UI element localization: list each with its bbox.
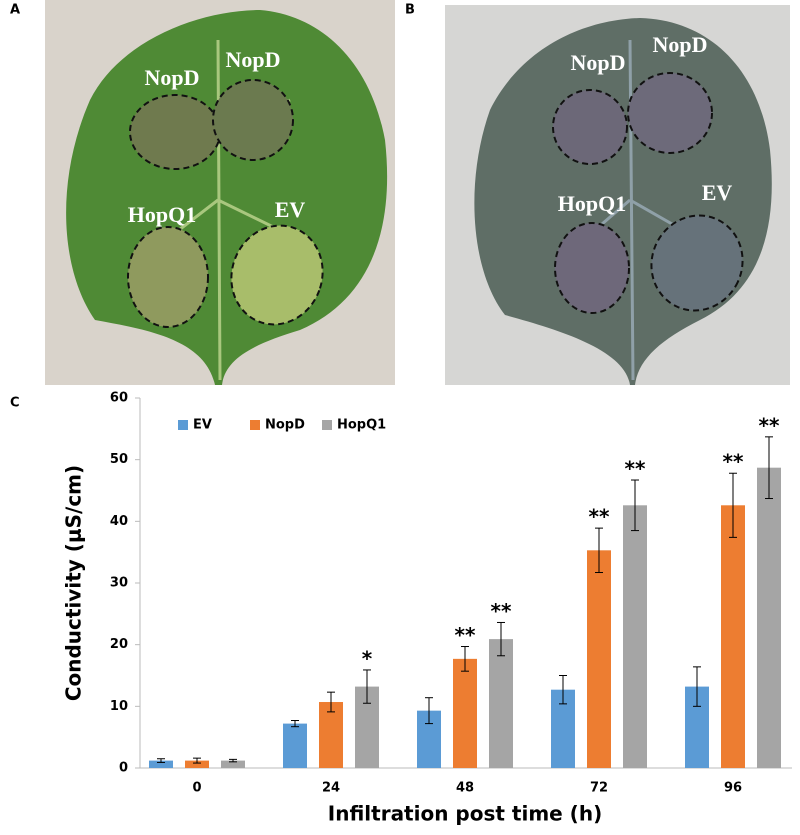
spot-label: HopQ1	[128, 202, 196, 227]
significance-label: **	[723, 450, 744, 474]
spot-label: NopD	[144, 65, 199, 90]
bar	[721, 505, 745, 768]
significance-label: *	[362, 646, 373, 670]
panel-label: C	[10, 396, 20, 411]
x-tick-label: 24	[322, 781, 340, 796]
panel-label: A	[10, 3, 20, 18]
x-tick-label: 48	[456, 781, 474, 796]
spot-label: HopQ1	[558, 191, 626, 216]
spot-label: NopD	[225, 47, 280, 72]
legend-swatch	[178, 420, 188, 430]
bar	[623, 505, 647, 768]
bar	[757, 467, 781, 768]
bar	[185, 760, 209, 768]
spot-label: EV	[275, 197, 306, 222]
x-tick-label: 72	[590, 781, 608, 796]
significance-label: **	[455, 623, 476, 647]
bar	[489, 639, 513, 768]
y-tick-label: 0	[119, 761, 128, 776]
significance-label: **	[625, 457, 646, 481]
photo-a	[45, 0, 395, 385]
y-tick-label: 10	[110, 699, 128, 714]
x-tick-label: 0	[192, 781, 201, 796]
y-tick-label: 20	[110, 637, 128, 652]
x-tick-label: 96	[724, 781, 742, 796]
bar	[149, 760, 173, 768]
panel-label: B	[405, 3, 415, 18]
spot-label: EV	[702, 180, 733, 205]
significance-label: **	[589, 505, 610, 529]
legend-label: EV	[193, 418, 212, 433]
bar	[453, 658, 477, 768]
y-tick-label: 60	[110, 391, 128, 406]
y-tick-label: 30	[110, 576, 128, 591]
legend-label: NopD	[265, 418, 305, 433]
legend-swatch	[250, 420, 260, 430]
legend-swatch	[322, 420, 332, 430]
y-tick-label: 50	[110, 452, 128, 467]
photo-b	[445, 5, 790, 385]
bar	[221, 760, 245, 768]
spot-label: NopD	[570, 50, 625, 75]
significance-label: **	[759, 413, 780, 437]
significance-label: **	[491, 599, 512, 623]
y-axis-label: Conductivity (μS/cm)	[62, 465, 86, 701]
y-tick-label: 40	[110, 514, 128, 529]
bar	[319, 702, 343, 768]
bar	[283, 723, 307, 768]
spot-label: NopD	[652, 32, 707, 57]
bar	[587, 550, 611, 768]
x-axis-label: Infiltration post time (h)	[328, 802, 602, 826]
legend-label: HopQ1	[337, 418, 386, 433]
